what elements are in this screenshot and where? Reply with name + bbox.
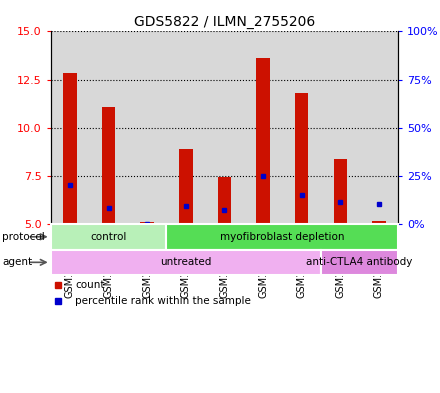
Bar	[256, 58, 270, 224]
Bar	[51, 250, 321, 275]
Bar	[372, 220, 385, 224]
Text: anti-CTLA4 antibody: anti-CTLA4 antibody	[306, 257, 413, 267]
Text: protocol: protocol	[2, 232, 45, 242]
Bar	[218, 177, 231, 224]
Text: control: control	[90, 232, 127, 242]
Text: myofibroblast depletion: myofibroblast depletion	[220, 232, 345, 242]
Text: agent: agent	[2, 257, 32, 267]
Bar	[334, 159, 347, 224]
Bar	[321, 250, 398, 275]
Bar	[166, 224, 398, 250]
Bar	[102, 107, 115, 224]
Bar	[295, 94, 308, 224]
Bar	[51, 224, 166, 250]
Title: GDS5822 / ILMN_2755206: GDS5822 / ILMN_2755206	[134, 15, 315, 29]
Bar	[63, 73, 77, 224]
Text: count: count	[75, 280, 104, 290]
Bar	[140, 222, 154, 224]
Bar	[179, 149, 193, 224]
Text: untreated: untreated	[160, 257, 212, 267]
Text: percentile rank within the sample: percentile rank within the sample	[75, 296, 251, 306]
